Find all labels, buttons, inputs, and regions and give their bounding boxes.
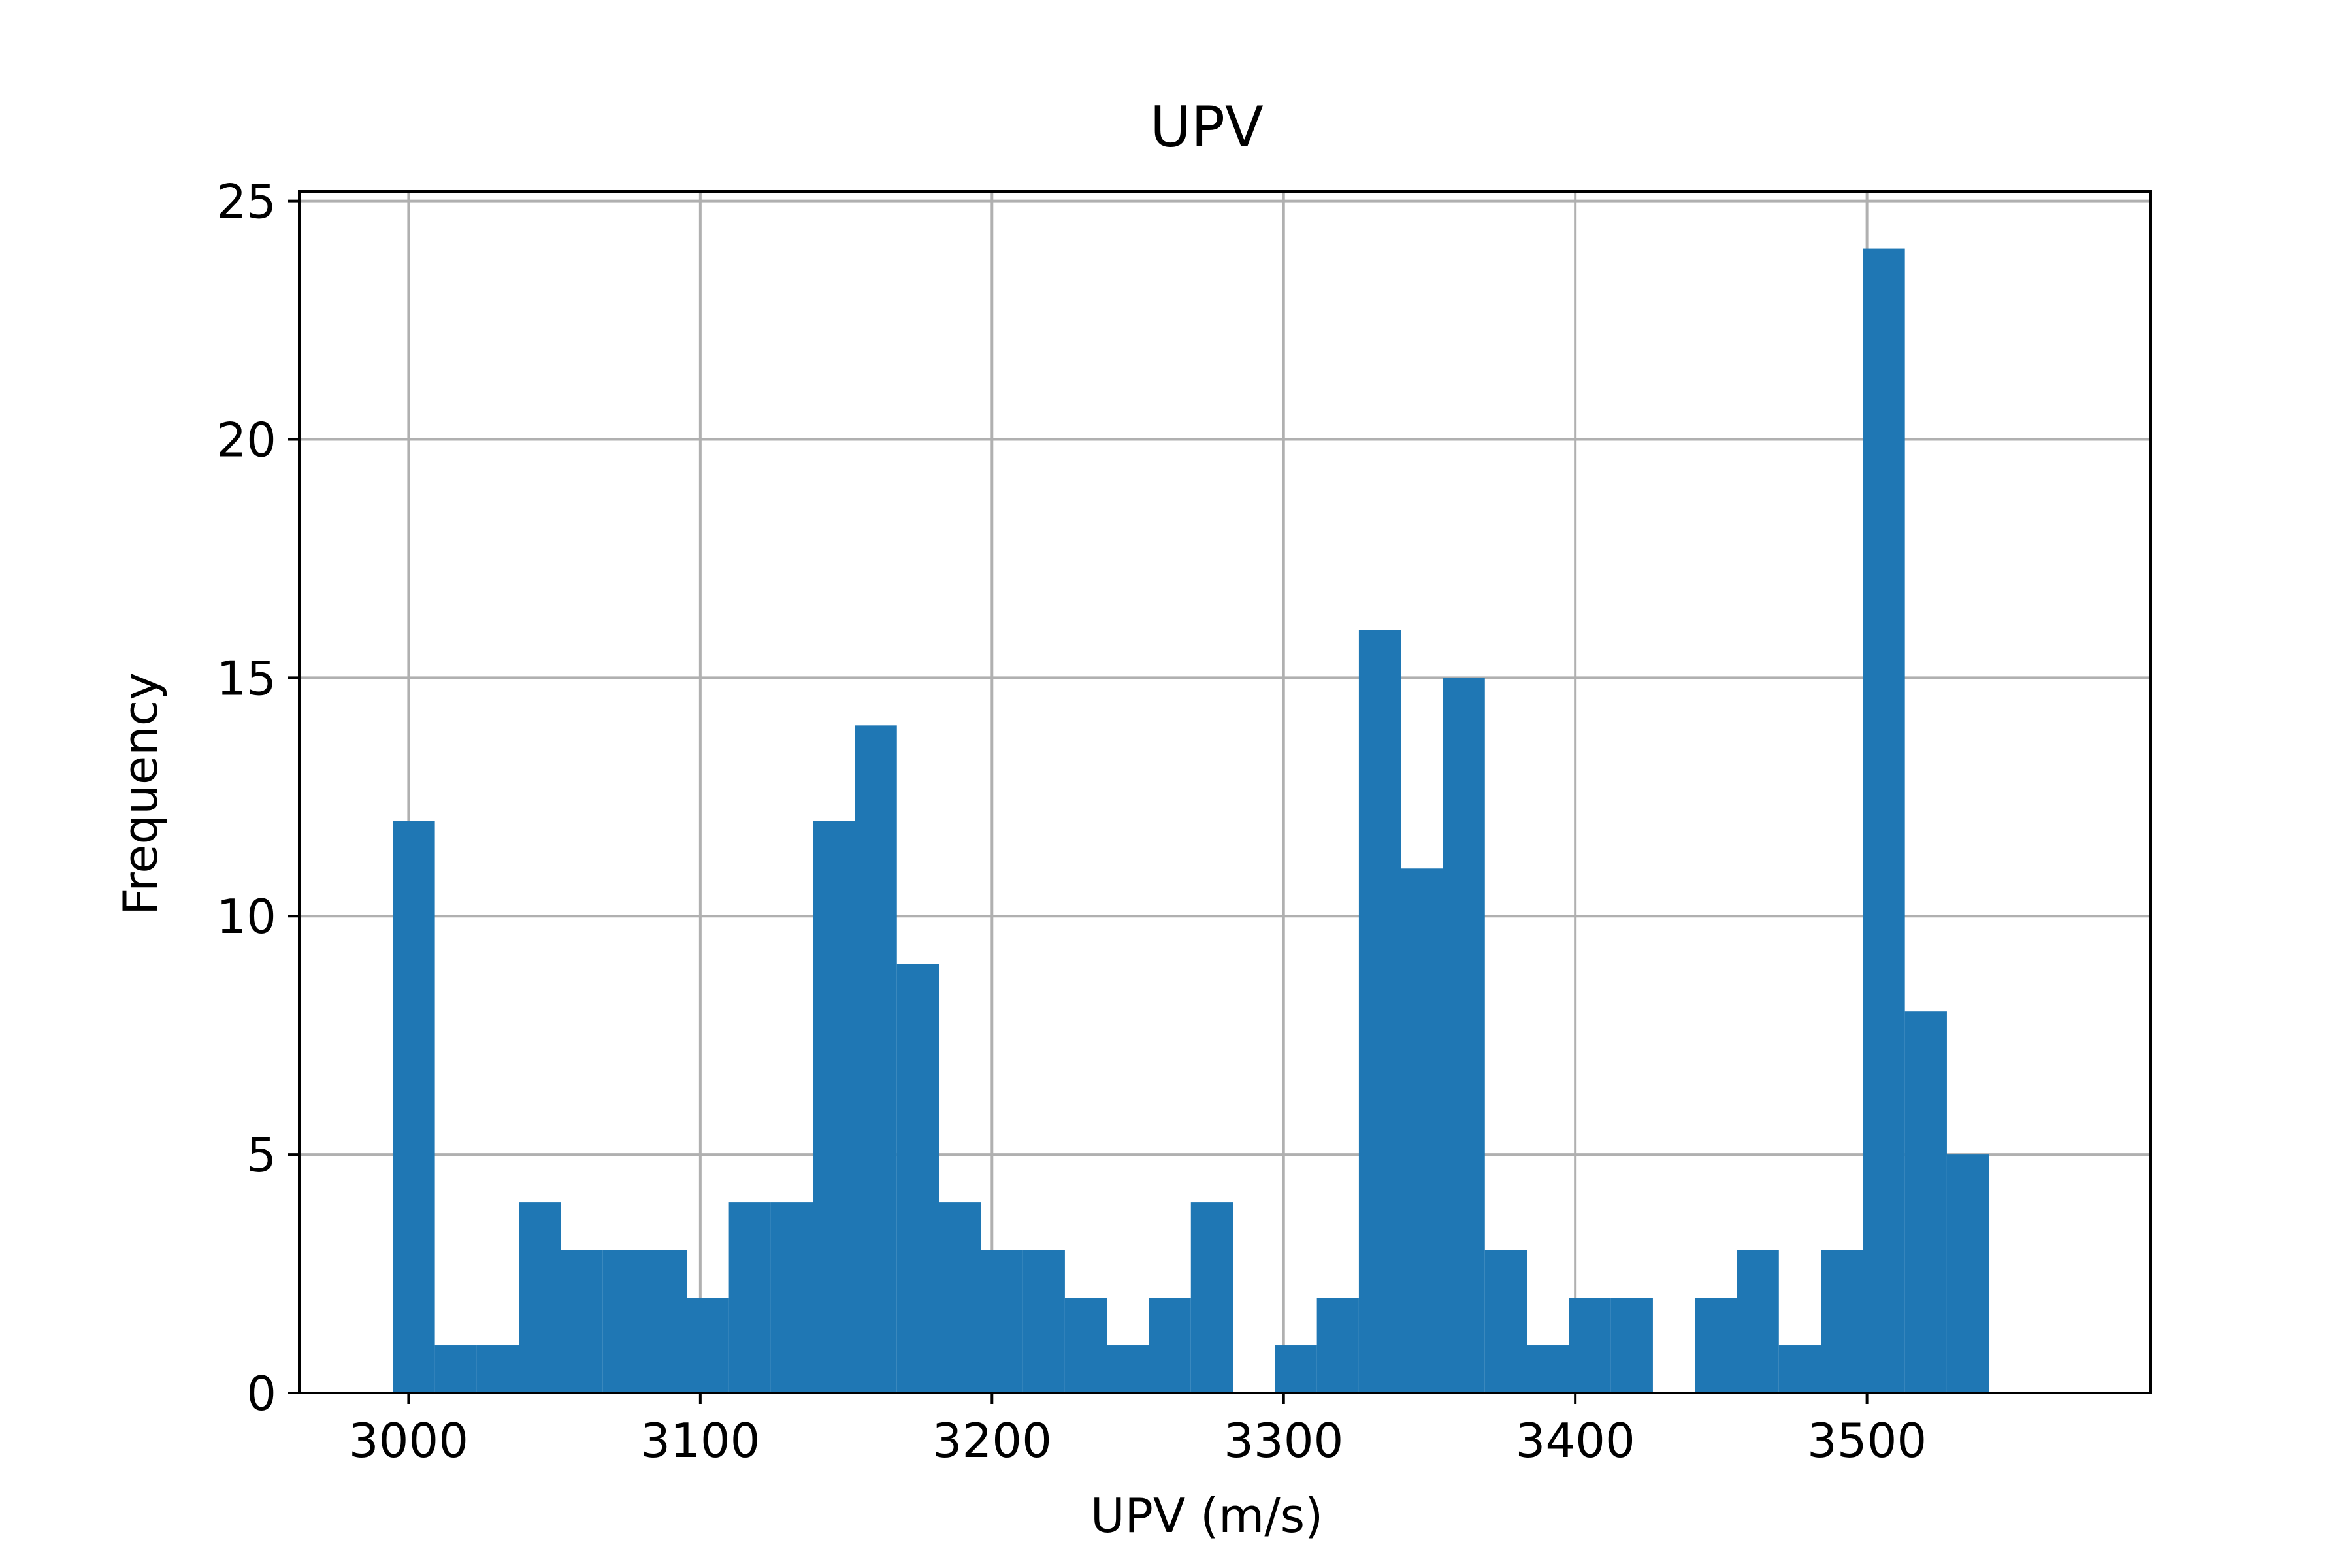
grid-lines xyxy=(299,191,2151,1394)
histogram-bar-27 xyxy=(1527,1345,1569,1393)
histogram-bar-32 xyxy=(1737,1250,1779,1393)
histogram-bar-16 xyxy=(1064,1298,1107,1393)
histogram-bar-8 xyxy=(728,1202,771,1393)
histogram-bar-7 xyxy=(687,1298,729,1393)
histogram-bar-1 xyxy=(434,1345,477,1393)
histogram-bar-3 xyxy=(519,1202,561,1393)
histogram-bar-26 xyxy=(1484,1250,1527,1393)
histogram-bar-19 xyxy=(1190,1202,1233,1393)
histogram-bar-21 xyxy=(1275,1345,1317,1393)
histogram-bar-37 xyxy=(1946,1154,1989,1393)
histogram-bar-35 xyxy=(1863,248,1905,1394)
histogram-bar-2 xyxy=(476,1345,519,1393)
histogram-bar-23 xyxy=(1358,630,1401,1393)
histogram-bar-34 xyxy=(1821,1250,1863,1393)
histogram-bar-28 xyxy=(1569,1298,1611,1393)
y-tick-label-25: 25 xyxy=(216,174,276,229)
axes xyxy=(298,190,2152,1394)
histogram-bar-11 xyxy=(855,725,897,1393)
histogram-bar-31 xyxy=(1695,1298,1737,1393)
y-tick-label-15: 15 xyxy=(216,651,276,706)
histogram-bar-0 xyxy=(393,821,435,1393)
histogram-bar-12 xyxy=(896,964,939,1393)
histogram-bar-25 xyxy=(1443,678,1485,1393)
histogram-bar-29 xyxy=(1610,1298,1653,1393)
x-axis-ticks: 3000 3100 3200 3300 3400 3500 xyxy=(349,1393,1927,1468)
x-tick-label-3500: 3500 xyxy=(1807,1413,1927,1468)
histogram-bar-13 xyxy=(939,1202,981,1393)
x-tick-label-3200: 3200 xyxy=(932,1413,1052,1468)
histogram-bar-17 xyxy=(1107,1345,1149,1393)
histogram-bar-33 xyxy=(1778,1345,1821,1393)
x-tick-label-3100: 3100 xyxy=(640,1413,760,1468)
y-tick-label-20: 20 xyxy=(216,412,276,467)
y-tick-label-0: 0 xyxy=(246,1366,276,1421)
histogram-bars xyxy=(393,248,1989,1394)
y-axis-ticks: 0 5 10 15 20 25 xyxy=(216,174,299,1421)
histogram-bar-5 xyxy=(602,1250,645,1393)
histogram-bar-24 xyxy=(1401,868,1443,1393)
x-tick-label-3000: 3000 xyxy=(349,1413,468,1468)
histogram-bar-14 xyxy=(981,1250,1023,1393)
x-axis-label: UPV (m/s) xyxy=(1090,1488,1323,1543)
histogram-bar-10 xyxy=(813,821,855,1393)
y-tick-label-5: 5 xyxy=(246,1128,276,1183)
histogram-bar-9 xyxy=(770,1202,813,1393)
histogram-bar-15 xyxy=(1022,1250,1065,1393)
y-tick-label-10: 10 xyxy=(216,889,276,944)
x-tick-label-3400: 3400 xyxy=(1516,1413,1635,1468)
y-axis-label: Frequency xyxy=(113,672,168,915)
histogram-bar-4 xyxy=(561,1250,603,1393)
histogram-bar-6 xyxy=(645,1250,687,1393)
histogram-bar-36 xyxy=(1904,1011,1947,1393)
histogram-bar-22 xyxy=(1316,1298,1359,1393)
histogram-bar-18 xyxy=(1149,1298,1191,1393)
x-tick-label-3300: 3300 xyxy=(1224,1413,1343,1468)
axes-frame xyxy=(298,190,2152,1394)
chart-title: UPV xyxy=(1150,95,1264,160)
